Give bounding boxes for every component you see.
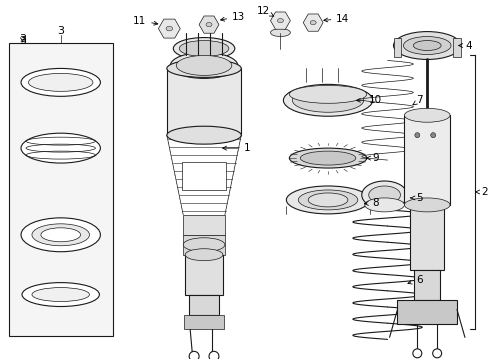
Polygon shape: [158, 19, 180, 38]
Circle shape: [432, 349, 441, 358]
Circle shape: [208, 351, 219, 360]
Ellipse shape: [404, 198, 449, 212]
Bar: [189, 294, 219, 315]
Text: 2: 2: [475, 187, 487, 197]
Ellipse shape: [368, 186, 400, 204]
Ellipse shape: [283, 84, 372, 116]
Text: 3: 3: [19, 33, 26, 44]
Text: 5: 5: [409, 193, 422, 203]
Circle shape: [412, 349, 421, 358]
Ellipse shape: [289, 148, 366, 168]
Bar: [185, 255, 223, 294]
Ellipse shape: [41, 228, 81, 242]
Ellipse shape: [185, 249, 223, 261]
Ellipse shape: [183, 238, 224, 252]
Ellipse shape: [22, 283, 99, 306]
Text: 13: 13: [220, 12, 245, 22]
Ellipse shape: [307, 193, 347, 207]
Circle shape: [414, 133, 419, 138]
Circle shape: [189, 351, 199, 360]
Bar: [409, 205, 443, 270]
Ellipse shape: [412, 41, 440, 50]
Ellipse shape: [166, 26, 172, 31]
Text: 11: 11: [133, 15, 158, 26]
Text: 9: 9: [366, 153, 378, 163]
Text: 6: 6: [407, 275, 422, 285]
Bar: [184, 315, 224, 329]
Text: 10: 10: [356, 95, 382, 105]
Ellipse shape: [21, 218, 100, 252]
Text: 1: 1: [222, 143, 249, 153]
Circle shape: [430, 133, 435, 138]
Ellipse shape: [205, 23, 212, 27]
Bar: [183, 215, 224, 235]
Bar: [393, 37, 401, 58]
Bar: [166, 68, 241, 135]
Ellipse shape: [289, 85, 366, 103]
Polygon shape: [270, 12, 290, 29]
Text: 12: 12: [256, 6, 273, 16]
Polygon shape: [199, 16, 219, 33]
Ellipse shape: [277, 18, 283, 23]
Ellipse shape: [364, 198, 404, 212]
Bar: [397, 300, 456, 324]
Text: 8: 8: [364, 198, 378, 208]
Text: 3: 3: [19, 36, 26, 46]
Ellipse shape: [173, 37, 234, 59]
Bar: [183, 235, 224, 255]
Bar: [9, 42, 113, 336]
Ellipse shape: [309, 21, 316, 25]
Ellipse shape: [32, 224, 89, 246]
Ellipse shape: [270, 28, 290, 37]
Ellipse shape: [166, 126, 241, 144]
Ellipse shape: [300, 151, 355, 165]
Ellipse shape: [179, 41, 228, 57]
Ellipse shape: [21, 68, 100, 96]
Ellipse shape: [292, 88, 363, 112]
Text: 14: 14: [323, 14, 349, 24]
Ellipse shape: [170, 53, 237, 78]
Ellipse shape: [361, 181, 407, 209]
Ellipse shape: [393, 32, 460, 59]
Polygon shape: [303, 14, 323, 31]
Ellipse shape: [286, 186, 369, 214]
Bar: [452, 37, 460, 58]
Ellipse shape: [166, 59, 241, 77]
Ellipse shape: [176, 55, 231, 75]
Ellipse shape: [21, 133, 100, 163]
Ellipse shape: [32, 288, 89, 302]
Ellipse shape: [298, 190, 357, 210]
Bar: [404, 115, 449, 205]
Bar: [182, 162, 225, 190]
Ellipse shape: [403, 37, 450, 54]
Bar: [413, 270, 439, 300]
Text: 4: 4: [458, 41, 471, 50]
Ellipse shape: [404, 108, 449, 122]
Ellipse shape: [28, 73, 93, 91]
Text: 3: 3: [57, 26, 64, 36]
Text: 7: 7: [412, 95, 422, 105]
